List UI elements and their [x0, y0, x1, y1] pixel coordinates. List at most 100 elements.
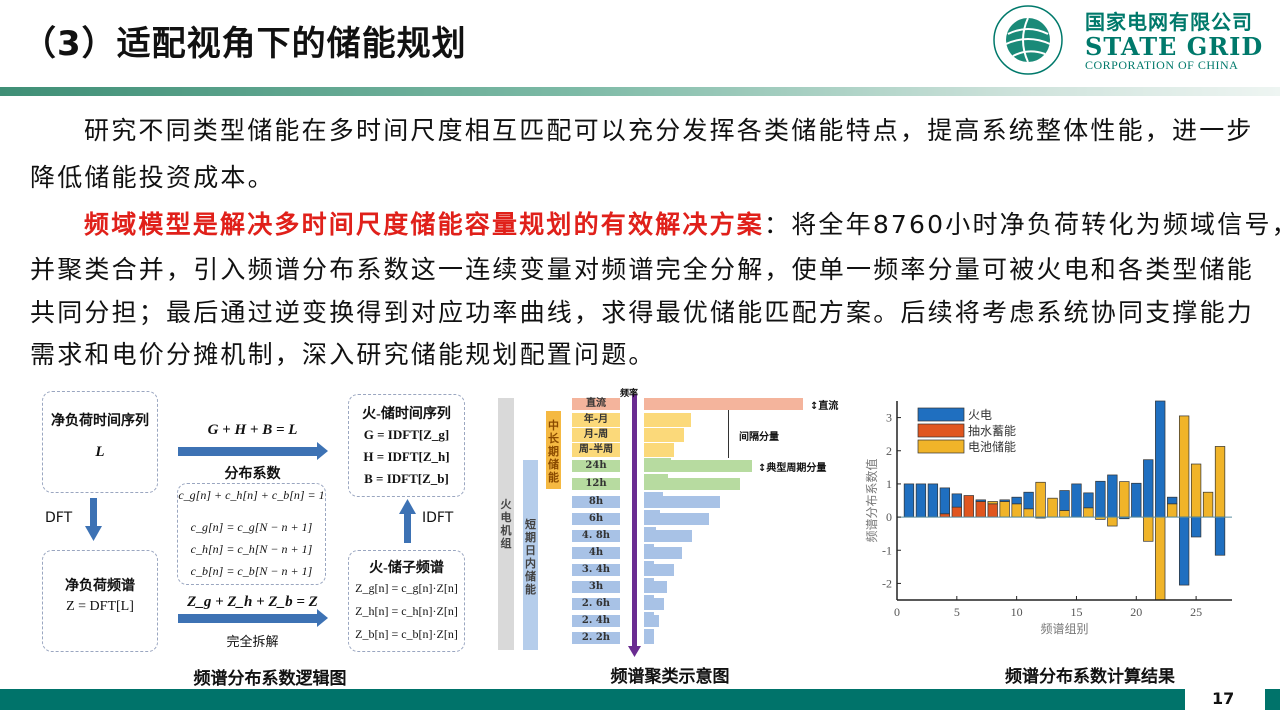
subspectrum-box: 火-储子频谱 Z_g[n] = c_g[n]·Z[n] Z_h[n] = c_h… — [348, 550, 465, 652]
bar-电池储能 — [1107, 516, 1118, 527]
series-box: 火-储时间序列 G = IDFT[Z_g] H = IDFT[Z_h] B = … — [348, 394, 465, 497]
y-tick-label: 1 — [886, 477, 892, 491]
cluster-thin-bar — [644, 578, 654, 582]
short-group-bar: 短期日内储能 — [523, 460, 538, 650]
bar-火电 — [999, 499, 1010, 502]
annotation-text: 直流 — [818, 401, 839, 412]
cluster-thin-bar — [644, 474, 668, 478]
cluster-row-bar — [644, 632, 654, 644]
cluster-row-bar — [644, 496, 720, 508]
legend-swatch — [917, 423, 965, 438]
cluster-thin-bar — [644, 510, 661, 514]
typical-annotation: ↕典型周期分量 — [758, 463, 827, 474]
bar-电池储能 — [1011, 503, 1022, 518]
chart-caption: 频谱分布系数计算结果 — [1005, 667, 1175, 687]
formula: c_b[n] = c_b[N − n + 1] — [190, 564, 313, 578]
y-tick-label: 3 — [886, 411, 892, 425]
cluster-row-label: 2. 6h — [572, 598, 620, 610]
x-tick-label: 25 — [1190, 605, 1202, 619]
x-tick-label: 5 — [954, 605, 960, 619]
legend-swatch — [917, 407, 965, 422]
bar-火电 — [903, 483, 915, 518]
bar-电池储能 — [1202, 491, 1214, 518]
bottom-formula: Z_g + Z_h + Z_b = Z — [187, 594, 318, 610]
down-arrow-icon — [85, 498, 102, 541]
group-label: 中长期储能 — [548, 419, 559, 484]
bar-火电 — [951, 493, 962, 508]
bar-抽水蓄能 — [975, 501, 986, 518]
cluster-thin-bar — [644, 595, 654, 599]
formula: H = IDFT[Z_h] — [363, 449, 450, 464]
logo-subtitle: CORPORATION OF CHINA — [1085, 58, 1239, 72]
body-text-line: 需求和电价分摊机制，深入研究储能规划配置问题。 — [30, 340, 656, 369]
y-tick-label: 0 — [886, 510, 892, 524]
logic-diagram-caption: 频谱分布系数逻辑图 — [193, 669, 347, 689]
bar-火电 — [1023, 491, 1034, 510]
formula: G = IDFT[Z_g] — [363, 427, 450, 442]
bar-电池储能 — [1190, 463, 1202, 518]
group-label: 短期日内储能 — [525, 518, 536, 596]
bar-火电 — [1107, 474, 1118, 518]
logo-english-name: STATE GRID — [1085, 32, 1264, 61]
bar-火电 — [1143, 459, 1154, 518]
cluster-row-label: 8h — [572, 496, 620, 508]
long-group-bar: 中长期储能 — [546, 411, 561, 489]
bar-火电 — [1167, 496, 1178, 505]
cluster-row-label: 6h — [572, 513, 620, 525]
bar-火电 — [1178, 516, 1190, 586]
cluster-row-bar — [644, 460, 752, 472]
cluster-row-label: 2. 4h — [572, 615, 620, 627]
formula: c_g[n] = c_g[N − n + 1] — [190, 520, 313, 534]
bar-火电 — [927, 483, 939, 518]
bar-电池储能 — [1083, 507, 1094, 518]
cluster-thin-bar — [644, 629, 654, 633]
formula: c_h[n] = c_h[N − n + 1] — [190, 542, 313, 556]
bar-火电 — [1083, 492, 1094, 509]
load-series-box: 净负荷时间序列 L — [42, 391, 158, 493]
formula: c_g[n] + c_h[n] + c_b[n] = 1 — [178, 488, 325, 502]
x-tick-label: 15 — [1070, 605, 1082, 619]
body-text-line: 并聚类合并，引入频谱分布系数这一连续变量对频谱完全分解，使单一频率分量可被火电和… — [30, 255, 1255, 284]
bar-火电 — [939, 487, 951, 515]
body-text-line: 降低储能投资成本。 — [30, 163, 275, 192]
right-arrow-icon — [178, 442, 328, 460]
highlight-text: 频域模型是解决多时间尺度储能容量规划的有效解决方案 — [84, 210, 765, 239]
cluster-thin-bar — [644, 492, 663, 496]
logo-chinese-name: 国家电网有限公司 — [1085, 10, 1253, 34]
idft-label: IDFT — [422, 510, 454, 526]
body-text-line: 频域模型是解决多时间尺度储能容量规划的有效解决方案：将全年8760小时净负荷转化… — [84, 210, 1280, 240]
thermal-group-bar: 火电机组 — [498, 398, 514, 650]
slide-title: （3）适配视角下的储能规划 — [22, 24, 467, 64]
bar-抽水蓄能 — [963, 495, 974, 518]
cluster-row-bar — [644, 413, 691, 427]
interval-bracket — [728, 410, 729, 458]
cluster-thin-bar — [644, 561, 654, 565]
cluster-thin-bar — [644, 612, 654, 616]
box-title: 净负荷时间序列 — [51, 414, 149, 429]
bar-火电 — [1190, 516, 1202, 538]
cluster-row-bar — [644, 428, 684, 442]
load-spectrum-box: 净负荷频谱 Z = DFT[L] — [42, 550, 158, 652]
right-arrow-icon — [178, 609, 328, 627]
group-label: 火电机组 — [500, 498, 512, 550]
box-formula: Z = DFT[L] — [66, 599, 134, 614]
bar-电池储能 — [1047, 497, 1058, 518]
coef-box: c_g[n] + c_h[n] + c_b[n] = 1 c_g[n] = c_… — [177, 483, 326, 585]
y-axis-label: 频谱分布系数值 — [864, 458, 879, 542]
cluster-diagram-caption: 频谱聚类示意图 — [610, 667, 730, 687]
decomp-label: 完全拆解 — [226, 635, 279, 650]
coef-label: 分布系数 — [224, 467, 281, 482]
bar-抽水蓄能 — [987, 503, 998, 518]
y-tick-label: 2 — [886, 444, 892, 458]
bar-火电 — [1095, 480, 1106, 518]
bar-电池储能 — [1035, 481, 1046, 518]
body-text: ：将全年8760小时净负荷转化为频域信号， — [764, 210, 1280, 239]
cluster-row-bar — [644, 598, 664, 610]
bar-火电 — [1059, 490, 1070, 511]
box-title: 净负荷频谱 — [65, 579, 135, 594]
body-text-line: 研究不同类型储能在多时间尺度相互匹配可以充分发挥各类储能特点，提高系统整体性能，… — [84, 116, 1254, 145]
globe-icon — [993, 5, 1063, 75]
formula: Z_b[n] = c_b[n]·Z[n] — [355, 627, 458, 641]
cluster-row-bar — [644, 615, 659, 627]
